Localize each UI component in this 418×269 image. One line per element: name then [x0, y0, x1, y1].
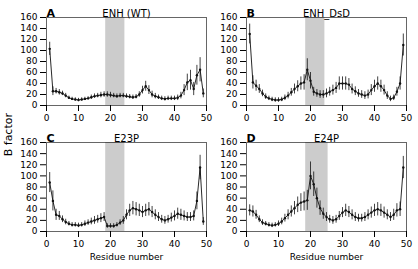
svg-text:ENH_DsD: ENH_DsD: [303, 8, 350, 20]
svg-text:120: 120: [220, 34, 237, 44]
svg-text:B: B: [247, 7, 255, 20]
svg-text:0: 0: [32, 226, 38, 236]
svg-text:40: 40: [369, 239, 381, 249]
svg-text:80: 80: [26, 182, 38, 192]
svg-text:140: 140: [20, 23, 37, 33]
svg-text:120: 120: [20, 34, 37, 44]
svg-text:0: 0: [32, 100, 38, 110]
svg-text:100: 100: [20, 171, 37, 181]
svg-text:40: 40: [369, 113, 381, 123]
svg-text:120: 120: [220, 160, 237, 170]
svg-text:160: 160: [220, 12, 237, 22]
svg-text:40: 40: [26, 204, 38, 214]
svg-text:140: 140: [20, 149, 37, 159]
svg-text:ENH (WT): ENH (WT): [102, 8, 150, 19]
svg-text:20: 20: [105, 239, 117, 249]
svg-text:40: 40: [226, 204, 238, 214]
svg-text:10: 10: [273, 113, 285, 123]
svg-text:160: 160: [20, 137, 37, 147]
svg-text:50: 50: [201, 113, 213, 123]
svg-text:30: 30: [337, 239, 349, 249]
svg-text:60: 60: [26, 67, 38, 77]
svg-text:60: 60: [226, 193, 238, 203]
svg-text:0: 0: [244, 239, 250, 249]
svg-text:20: 20: [226, 215, 238, 225]
svg-text:50: 50: [401, 113, 413, 123]
html-text:B factor: B factor: [1, 112, 15, 157]
svg-text:0: 0: [44, 113, 50, 123]
svg-text:80: 80: [226, 182, 238, 192]
svg-text:0: 0: [44, 239, 50, 249]
svg-text:20: 20: [26, 215, 38, 225]
svg-text:Residue number: Residue number: [290, 252, 364, 262]
svg-text:40: 40: [26, 78, 38, 88]
svg-text:D: D: [247, 132, 256, 145]
svg-text:100: 100: [20, 45, 37, 55]
svg-text:30: 30: [137, 239, 149, 249]
svg-text:100: 100: [220, 171, 237, 181]
svg-text:40: 40: [169, 239, 181, 249]
svg-text:20: 20: [305, 239, 317, 249]
svg-text:20: 20: [26, 89, 38, 99]
svg-text:60: 60: [226, 67, 238, 77]
svg-text:80: 80: [26, 56, 38, 66]
svg-text:140: 140: [220, 149, 237, 159]
svg-text:C: C: [47, 132, 55, 145]
svg-text:30: 30: [137, 113, 149, 123]
svg-text:160: 160: [220, 137, 237, 147]
svg-text:140: 140: [220, 23, 237, 33]
svg-text:40: 40: [169, 113, 181, 123]
svg-text:0: 0: [244, 113, 250, 123]
svg-text:80: 80: [226, 56, 238, 66]
svg-text:160: 160: [20, 12, 37, 22]
svg-text:50: 50: [401, 239, 413, 249]
svg-text:E24P: E24P: [314, 133, 339, 144]
svg-text:60: 60: [26, 193, 38, 203]
svg-text:20: 20: [305, 113, 317, 123]
svg-text:Residue number: Residue number: [90, 252, 164, 262]
svg-text:50: 50: [201, 239, 213, 249]
svg-text:10: 10: [73, 239, 85, 249]
svg-text:100: 100: [220, 45, 237, 55]
svg-text:0: 0: [232, 100, 238, 110]
svg-text:0: 0: [232, 226, 238, 236]
svg-text:10: 10: [273, 239, 285, 249]
svg-text:20: 20: [226, 89, 238, 99]
svg-text:30: 30: [337, 113, 349, 123]
svg-text:20: 20: [105, 113, 117, 123]
svg-text:A: A: [47, 7, 56, 20]
svg-text:E23P: E23P: [114, 133, 139, 144]
svg-text:120: 120: [20, 160, 37, 170]
svg-text:10: 10: [73, 113, 85, 123]
svg-text:40: 40: [226, 78, 238, 88]
